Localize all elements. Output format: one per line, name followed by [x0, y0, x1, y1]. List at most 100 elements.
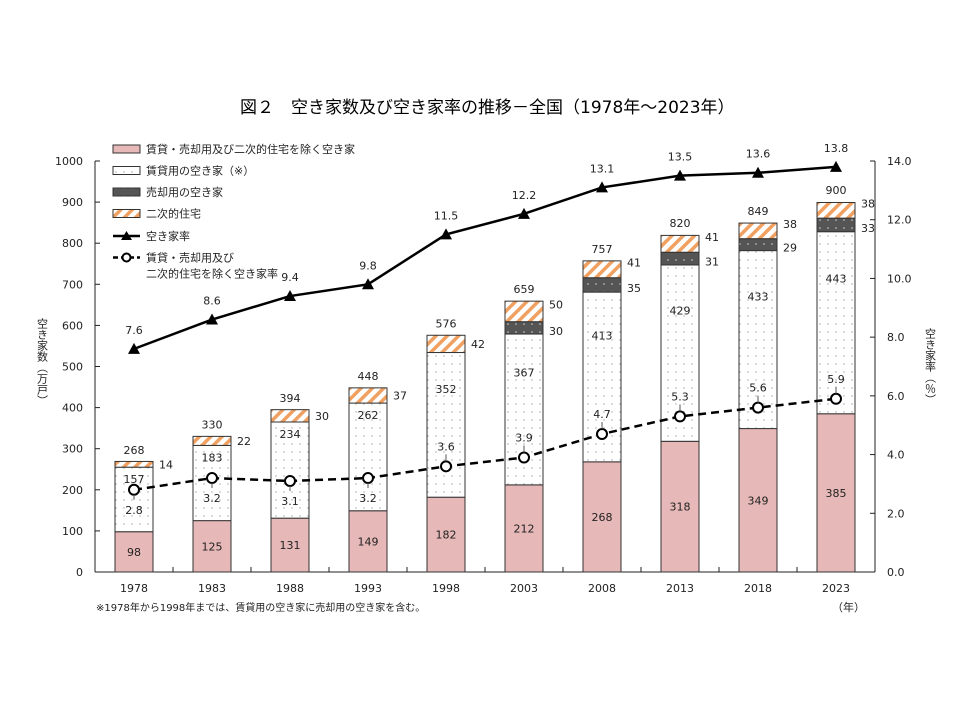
axes: 0 100 200 300 400 500 600 700 800 900 1000 0.0 2.0 4.… — [36, 155, 937, 595]
x-tick-label: 1988 — [276, 582, 304, 595]
other-vacancy-rate-marker — [752, 401, 764, 414]
other-vacancy-rate-label: 3.6 — [437, 440, 455, 453]
bar-total-label: 820 — [670, 217, 691, 230]
bar-value-label: 33 — [861, 222, 875, 235]
y-tick-label: 900 — [62, 196, 83, 209]
bar-value-label: 429 — [670, 304, 691, 317]
y-tick-label: 800 — [62, 237, 83, 250]
vacancy-rate-label: 9.8 — [359, 259, 377, 272]
other-vacancy-rate-label: 4.7 — [593, 408, 611, 421]
bar-other-vacant — [582, 461, 622, 573]
x-tick-label: 2013 — [666, 582, 694, 595]
legend-label: 二次的住宅 — [146, 207, 201, 221]
y2-tick-label: 12.0 — [887, 214, 912, 227]
bar-other-vacant — [504, 484, 544, 573]
bar-rental — [270, 421, 310, 519]
y2-tick-label: 4.0 — [887, 449, 905, 462]
data-labels: 98 157 14 268 125 183 22 330 131 234 30 394 149 262 37… — [124, 142, 876, 559]
bar-value-label: 413 — [592, 330, 613, 343]
y2-axis-title: 空き家率（％） — [924, 327, 937, 405]
y-tick-label: 0 — [76, 566, 83, 579]
bar-for-sale — [582, 277, 622, 293]
bar-other-vacant — [270, 517, 310, 573]
other-vacancy-rate-label: 5.6 — [749, 382, 767, 395]
y-axis-title: 空き家数（万戸） — [36, 317, 49, 406]
bar-rental — [660, 264, 700, 442]
bar-value-label: 50 — [549, 298, 563, 311]
y2-tick-label: 14.0 — [887, 155, 912, 168]
other-vacancy-rate-label: 3.2 — [359, 492, 377, 505]
bar-value-label: 367 — [514, 366, 535, 379]
bar-value-label: 35 — [627, 282, 641, 295]
x-tick-label: 1998 — [432, 582, 460, 595]
vacancy-rate-label: 8.6 — [203, 295, 221, 308]
bar-for-sale — [816, 217, 856, 233]
legend-swatch — [112, 166, 141, 175]
bar-value-label: 22 — [237, 435, 251, 448]
other-vacancy-rate-marker — [518, 451, 530, 464]
bar-secondary — [738, 222, 778, 240]
bar-rental — [426, 352, 466, 498]
bars — [114, 202, 856, 573]
bar-other-vacant — [660, 440, 700, 573]
bar-other-vacant — [426, 496, 466, 573]
bar-value-label: 352 — [436, 383, 457, 396]
legend-label: 賃貸用の空き家（※） — [146, 164, 254, 178]
bar-value-label: 183 — [202, 451, 223, 464]
bar-value-label: 443 — [826, 273, 847, 286]
other-vacancy-rate-marker — [284, 474, 296, 487]
bar-value-label: 157 — [124, 473, 145, 486]
lines — [128, 160, 842, 500]
bar-total-label: 849 — [748, 205, 769, 218]
vacancy-rate-marker — [362, 278, 374, 290]
vacancy-rate-label: 13.6 — [746, 148, 771, 161]
y-tick-label: 700 — [62, 278, 83, 291]
bar-value-label: 41 — [705, 231, 719, 244]
vacancy-rate-marker — [830, 160, 842, 172]
other-vacancy-rate-label: 3.2 — [203, 492, 221, 505]
bar-secondary — [348, 387, 388, 404]
legend-swatch — [112, 209, 141, 218]
vacancy-rate-marker — [206, 313, 218, 325]
bar-for-sale — [738, 238, 778, 252]
bar-value-label: 268 — [592, 511, 613, 524]
bar-value-label: 38 — [783, 218, 797, 231]
other-vacancy-rate-line — [133, 397, 837, 492]
bar-value-label: 182 — [436, 529, 457, 542]
bar-total-label: 448 — [358, 370, 379, 383]
bar-total-label: 659 — [514, 283, 535, 296]
other-vacancy-rate-marker — [830, 392, 842, 405]
y2-tick-label: 2.0 — [887, 507, 905, 520]
bar-total-label: 330 — [202, 418, 223, 431]
y-tick-label: 400 — [62, 402, 83, 415]
bar-other-vacant — [738, 428, 778, 573]
bar-value-label: 38 — [861, 197, 875, 210]
y2-tick-label: 6.0 — [887, 390, 905, 403]
bar-value-label: 349 — [748, 494, 769, 507]
bar-total-label: 576 — [436, 317, 457, 330]
bar-other-vacant — [348, 510, 388, 573]
bar-value-label: 31 — [705, 256, 719, 269]
bar-secondary — [270, 409, 310, 423]
bar-secondary — [660, 234, 700, 253]
chart-title: 図２ 空き家数及び空き家率の推移－全国（1978年～2023年） — [240, 98, 735, 118]
vacancy-rate-marker — [440, 228, 452, 240]
bar-value-label: 262 — [358, 409, 379, 422]
vacancy-rate-marker — [128, 342, 140, 354]
other-vacancy-rate-marker — [128, 483, 140, 496]
bar-for-sale — [660, 251, 700, 266]
x-tick-label: 2018 — [744, 582, 772, 595]
bar-total-label: 268 — [124, 444, 145, 457]
x-tick-label: 2003 — [510, 582, 538, 595]
legend-swatch — [112, 187, 141, 197]
vacancy-rate-marker — [518, 207, 530, 219]
vacancy-rate-label: 13.1 — [590, 162, 615, 175]
legend-triangle-icon — [121, 231, 132, 240]
legend-label: 売却用の空き家 — [146, 185, 223, 199]
x-tick-label: 2008 — [588, 582, 616, 595]
other-vacancy-rate-label: 5.3 — [671, 390, 689, 403]
legend-label: 空き家率 — [146, 229, 190, 243]
bar-value-label: 125 — [202, 540, 223, 553]
